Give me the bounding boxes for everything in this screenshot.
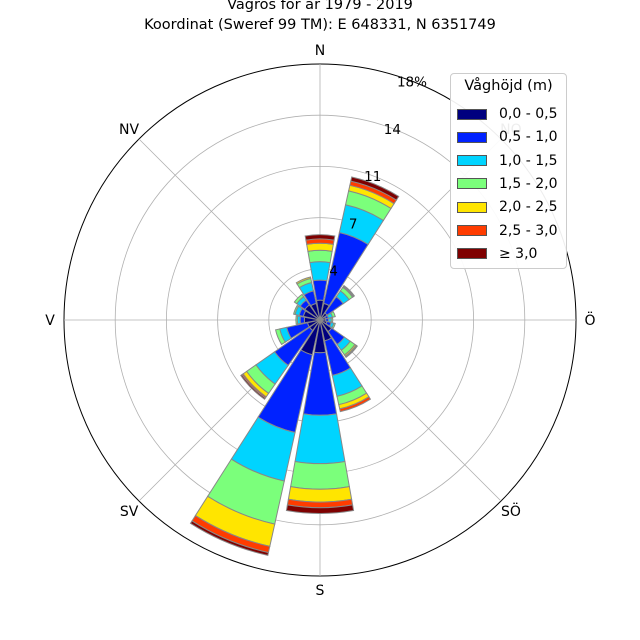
legend: Våghöjd (m) 0,0 - 0,5 0,5 - 1,0 1,0 - 1,5 1…: [450, 73, 567, 269]
sector-segment: [306, 242, 334, 252]
legend-entry: 1,0 - 1,5: [457, 152, 557, 170]
sector-segment: [350, 176, 400, 201]
direction-label: SÖ: [501, 502, 521, 520]
sector-segment: [307, 249, 333, 264]
legend-title: Våghöjd (m): [464, 78, 553, 94]
legend-label: 1,5 - 2,0: [499, 175, 558, 192]
sector-bar: [319, 176, 400, 321]
legend-label: 0,0 - 0,5: [499, 106, 558, 122]
legend-entry: 0,5 - 1,0: [457, 128, 557, 146]
radial-tick-label: 7: [349, 216, 358, 232]
sector-bar: [319, 284, 356, 321]
legend-swatch: [457, 201, 487, 213]
sector-segment: [330, 310, 336, 318]
sector-segment: [293, 293, 305, 305]
legend-entry: 0,0 - 0,5: [457, 105, 557, 123]
sector-segment: [285, 504, 355, 514]
sector-bar: [274, 319, 321, 346]
chart-subtitle: Koordinat (Sweref 99 TM): E 648331, N 63…: [144, 17, 496, 33]
sector-segment: [330, 317, 334, 323]
legend-swatch: [457, 131, 487, 143]
sector-segment: [295, 315, 299, 325]
sector-segment: [339, 396, 372, 413]
sector-bar: [319, 319, 372, 413]
sector-segment: [240, 373, 267, 400]
sector-bar: [319, 319, 358, 358]
legend-entry: 1,5 - 2,0: [457, 175, 557, 193]
legend-entry: ≥ 3,0: [457, 245, 537, 263]
direction-label: NV: [119, 122, 139, 138]
legend-entry: 2,0 - 2,5: [457, 198, 557, 216]
sector-segment: [293, 304, 300, 316]
sector-segment: [274, 328, 286, 346]
legend-swatch: [457, 178, 487, 190]
sector-bar: [295, 315, 321, 325]
legend-entry: 2,5 - 3,0: [457, 222, 557, 240]
chart-title: Vågros för år 1979 - 2019: [227, 0, 413, 13]
legend-label: 2,0 - 2,5: [499, 199, 558, 216]
sector-bar: [293, 293, 321, 321]
radial-tick-label: 18%: [397, 74, 427, 90]
direction-label: N: [315, 43, 325, 59]
rose-sectors: [189, 176, 400, 556]
legend-swatch: [457, 248, 487, 260]
legend-label: 0,5 - 1,0: [499, 129, 558, 146]
radial-tick-label: 14: [384, 122, 401, 138]
legend-label: 1,0 - 1,5: [499, 152, 558, 169]
sector-segment: [189, 520, 270, 556]
sector-bar: [189, 319, 321, 556]
legend-swatch: [457, 225, 487, 236]
direction-label: Ö: [584, 311, 595, 329]
legend-swatch: [457, 108, 487, 120]
radial-tick-label: 4: [329, 264, 338, 280]
grid-spoke: [138, 138, 321, 321]
sector-segment: [331, 322, 336, 330]
sector-segment: [299, 315, 306, 325]
sector-bar: [285, 319, 355, 514]
sector-segment: [304, 234, 336, 241]
sector-segment: [344, 344, 358, 358]
sector-bar: [319, 310, 336, 321]
sector-segment: [295, 276, 312, 285]
legend-label: ≥ 3,0: [499, 245, 538, 262]
legend-label: 2,5 - 3,0: [499, 222, 558, 239]
direction-label: S: [316, 583, 325, 599]
sector-segment: [309, 261, 331, 282]
sector-segment: [294, 413, 346, 465]
sector-segment: [287, 486, 353, 503]
sector-bar: [295, 276, 321, 321]
direction-label: V: [45, 313, 55, 329]
radial-tick-label: 11: [364, 169, 381, 185]
sector-bar: [293, 304, 321, 321]
sector-segment: [342, 284, 356, 298]
sector-bar: [240, 319, 321, 400]
sector-bar: [304, 234, 336, 321]
axis-labels: NNOÖSÖSSVVNV47111418%: [45, 43, 595, 599]
legend-swatch: [457, 155, 487, 167]
direction-label: SV: [120, 504, 139, 520]
sector-segment: [290, 460, 350, 490]
